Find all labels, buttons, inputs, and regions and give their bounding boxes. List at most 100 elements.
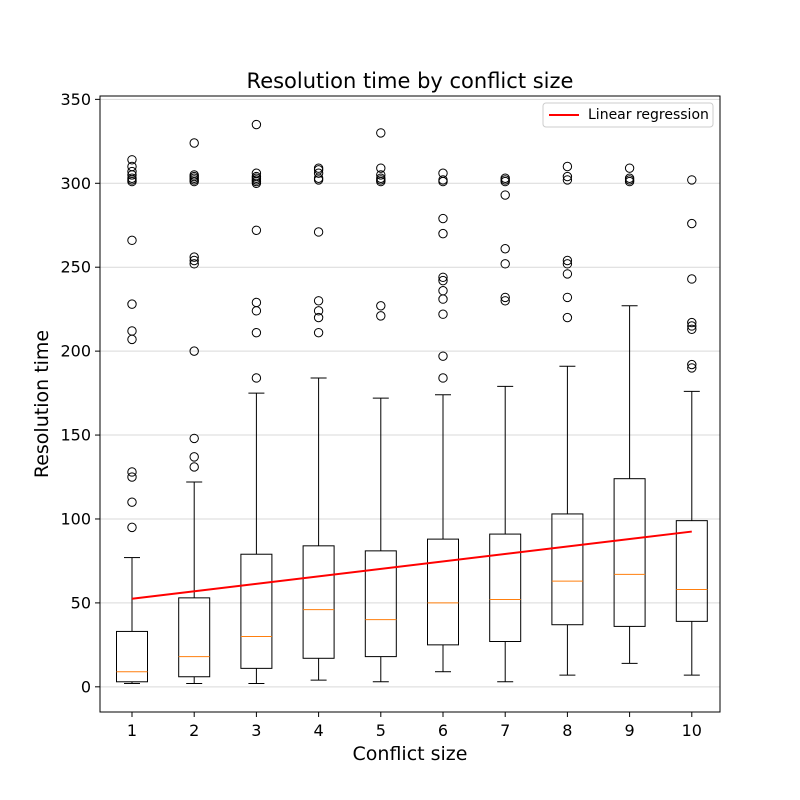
outlier-point (189, 433, 199, 444)
outlier-point (127, 161, 137, 172)
outlier-point (376, 311, 386, 321)
regression-layer (131, 530, 692, 600)
outlier-point (313, 327, 324, 338)
outlier-point (127, 497, 137, 507)
outlier-point (189, 255, 199, 266)
box-iqr (240, 553, 273, 669)
outlier-point (500, 259, 510, 269)
y-tick-label: 200 (60, 342, 91, 361)
legend-regression-label: Linear regression (588, 107, 709, 123)
outlier-point (687, 317, 697, 328)
y-tick-label: 50 (71, 593, 91, 612)
outlier-point (562, 312, 573, 323)
x-tick-label: 5 (376, 721, 386, 740)
legend-frame (542, 102, 714, 128)
outlier-point (562, 269, 573, 279)
outlier-point (687, 324, 697, 335)
outlier-point (438, 275, 448, 286)
outlier-point (127, 467, 137, 477)
y-tick-label: 300 (60, 174, 91, 193)
box-iqr (116, 630, 148, 683)
outlier-point (251, 297, 262, 308)
outlier-point (687, 321, 697, 331)
outlier-point (376, 128, 386, 138)
x-tick-label: 2 (189, 721, 199, 740)
outlier-point (127, 522, 137, 533)
box-group-7 (489, 173, 522, 683)
box-group-10 (675, 175, 708, 676)
outlier-point (127, 299, 137, 309)
outlier-point (687, 218, 697, 229)
box-iqr (551, 513, 584, 626)
outlier-point (687, 363, 697, 373)
outlier-point (438, 373, 448, 383)
box-iqr (427, 538, 459, 646)
x-tick-label: 6 (438, 721, 448, 740)
outlier-point (251, 225, 262, 235)
chart-title: Resolution time by conflict size (247, 69, 574, 93)
outlier-point (562, 259, 573, 269)
outlier-point (189, 346, 199, 356)
outlier-point (127, 166, 137, 177)
axes: 0 50 100 150 200 250 300 350 1 2 3 4 5 6 7 8 9 10 (60, 90, 721, 740)
y-tick-label: 150 (60, 426, 91, 445)
plot-frame (99, 95, 721, 713)
outlier-point (624, 163, 635, 173)
outlier-point (562, 175, 573, 185)
outlier-point (189, 259, 199, 269)
box-iqr (675, 520, 708, 622)
outlier-point (687, 175, 697, 185)
outlier-point (438, 168, 448, 178)
box-group-2 (178, 138, 211, 684)
outlier-point (438, 228, 448, 239)
grid-lines (100, 98, 720, 688)
outlier-point (438, 213, 448, 224)
outlier-point (500, 173, 510, 183)
x-tick-label: 1 (127, 721, 137, 740)
box-layer (116, 119, 708, 684)
box-group-3 (240, 119, 273, 684)
outlier-point (313, 306, 324, 316)
box-iqr (178, 597, 211, 678)
outlier-point (376, 170, 386, 180)
outlier-point (438, 272, 448, 282)
box-group-5 (364, 128, 397, 683)
outlier-point (127, 235, 137, 246)
outlier-point (376, 173, 386, 183)
y-tick-label: 350 (60, 90, 91, 109)
box-iqr (302, 545, 335, 659)
x-tick-label: 9 (625, 721, 635, 740)
x-tick-label: 10 (682, 721, 702, 740)
y-axis-label: Resolution time (31, 330, 53, 478)
outlier-point (500, 296, 510, 306)
outlier-point (376, 163, 386, 173)
box-iqr (489, 533, 522, 643)
box-iqr (364, 550, 397, 658)
regression-line (131, 530, 692, 600)
outlier-point (500, 244, 510, 254)
outlier-point (500, 292, 510, 303)
outlier-point (127, 472, 137, 482)
box-group-6 (427, 168, 459, 673)
box-iqr (613, 478, 646, 627)
y-tick-label: 0 (81, 677, 91, 696)
outlier-point (251, 373, 262, 383)
outlier-point (438, 309, 448, 319)
outlier-point (313, 227, 324, 237)
x-tick-label: 4 (314, 721, 324, 740)
x-tick-label: 3 (251, 721, 261, 740)
outlier-point (127, 155, 137, 165)
outlier-point (251, 168, 262, 178)
box-group-1 (116, 155, 148, 684)
outlier-point (251, 119, 262, 130)
outlier-point (127, 326, 137, 336)
outlier-point (687, 274, 697, 284)
outlier-point (313, 296, 324, 306)
outlier-point (313, 168, 324, 178)
box-group-8 (551, 161, 584, 676)
y-tick-label: 250 (60, 258, 91, 277)
outlier-point (500, 190, 510, 200)
outlier-point (189, 138, 199, 148)
outlier-point (251, 171, 262, 182)
